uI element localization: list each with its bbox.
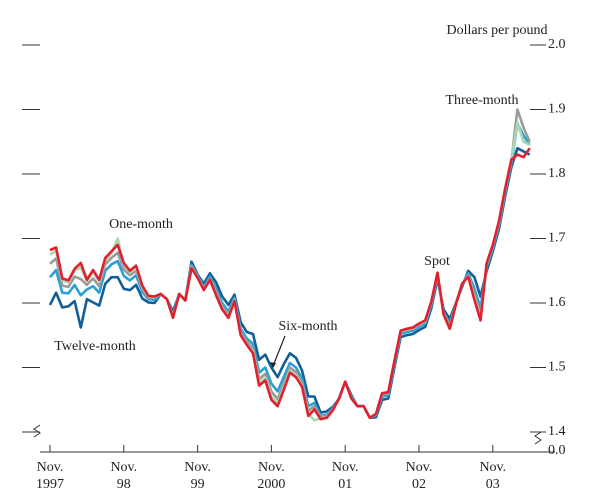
axis-break: [33, 424, 542, 445]
x-tick-label: Nov. 99: [184, 460, 211, 492]
x-tick-label: Nov. 1997: [36, 460, 64, 492]
y-tick-label: 1.7: [548, 231, 566, 246]
y-tick-label: 1.6: [548, 295, 566, 310]
y-break-label: 0.0: [548, 443, 566, 458]
x-tick-label: Nov. 2000: [257, 460, 286, 492]
y-tick-label: 1.8: [548, 166, 566, 181]
x-tick-label: Nov. 01: [331, 460, 359, 492]
y-tick-label: 1.9: [548, 102, 566, 117]
x-tick-label: Nov. 98: [110, 460, 138, 492]
series-line: [48, 146, 531, 420]
series-label: Six-month: [278, 319, 337, 334]
series-label: Twelve-month: [54, 339, 135, 354]
series-label: Three-month: [445, 93, 518, 108]
x-tick-label: Nov. 03: [479, 460, 507, 492]
annotation-arrow: [272, 335, 286, 367]
y-tick-label: 1.4: [548, 424, 566, 439]
series-line: [49, 147, 531, 421]
y-tick-label: 1.5: [548, 360, 566, 375]
series-label: Spot: [424, 254, 450, 269]
series-label: One-month: [109, 217, 173, 232]
y-axis-label: Dollars per pound: [446, 23, 547, 38]
x-tick-label: Nov. 02: [405, 460, 433, 492]
y-tick-label: 2.0: [548, 37, 566, 52]
